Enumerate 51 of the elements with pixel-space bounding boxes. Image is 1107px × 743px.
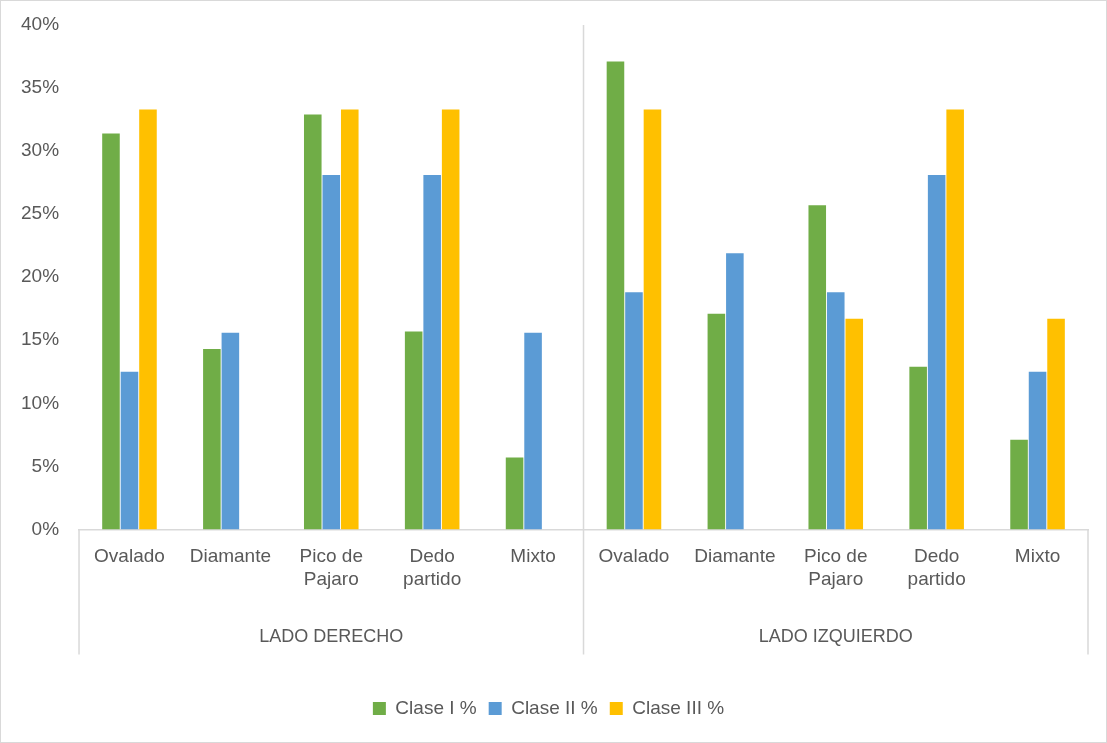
y-tick-label: 25%: [21, 202, 60, 224]
bar: [909, 366, 927, 530]
bar: [102, 133, 120, 530]
x-tick-label: Ovalado: [598, 545, 670, 567]
bar: [441, 109, 460, 530]
bar: [643, 109, 662, 530]
y-tick-label: 10%: [21, 391, 60, 413]
bar: [139, 109, 157, 530]
bar: [322, 175, 341, 530]
bar: [404, 331, 423, 530]
bar: [423, 175, 441, 530]
legend-label: Clase II %: [511, 696, 598, 718]
bar: [1028, 371, 1047, 530]
y-tick-label: 5%: [31, 454, 60, 476]
y-tick-label: 35%: [21, 76, 60, 98]
bar: [1047, 318, 1065, 530]
bar: [203, 349, 221, 530]
bar: [120, 371, 139, 530]
bar: [726, 253, 744, 530]
bar: [625, 292, 643, 530]
x-tick-label: Mixto: [510, 545, 556, 567]
bar: [606, 61, 625, 530]
x-tick-label: Diamante: [189, 545, 272, 567]
y-tick-label: 15%: [21, 328, 60, 350]
text: LADO DERECHO: [259, 626, 404, 647]
x-tick-label: Pico de Pajaro: [804, 545, 868, 589]
y-tick-label: 40%: [21, 13, 60, 35]
bar: [340, 109, 359, 530]
y-tick-label: 0%: [31, 517, 60, 539]
bar: [826, 292, 845, 530]
x-tick-label: Dedo partido: [907, 545, 966, 589]
bar: [1010, 439, 1028, 530]
bar: [303, 114, 322, 530]
bar: [221, 332, 240, 530]
bar: [505, 457, 524, 530]
bar: [808, 205, 827, 530]
x-tick-label: Dedo partido: [403, 545, 462, 589]
x-tick-label: Ovalado: [94, 545, 165, 567]
y-tick-label: 30%: [21, 139, 60, 161]
bar: [946, 109, 964, 530]
x-tick-label: Diamante: [694, 545, 776, 567]
legend-label: Clase I %: [395, 696, 477, 718]
text: LADO IZQUIERDO: [758, 626, 913, 647]
bar: [927, 175, 946, 530]
bar: [524, 332, 542, 530]
y-tick-label: 20%: [21, 265, 60, 287]
x-tick-label: Mixto: [1014, 545, 1061, 567]
bar: [707, 313, 726, 530]
legend-label: Clase III %: [632, 696, 725, 718]
x-tick-label: Pico de Pajaro: [299, 545, 363, 589]
bar: [845, 318, 864, 530]
